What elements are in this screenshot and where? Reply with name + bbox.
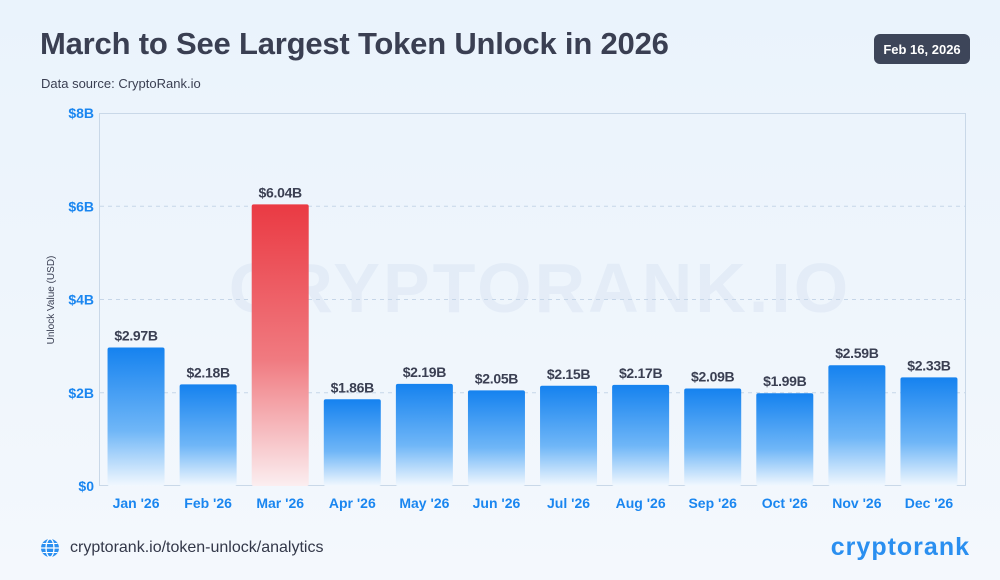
bar [395, 383, 453, 486]
x-tick-label: Mar '26 [256, 495, 304, 511]
x-tick-label: Jan '26 [113, 495, 160, 511]
bar [107, 347, 165, 486]
data-label: $2.33B [907, 357, 951, 373]
gridlines [100, 205, 965, 394]
data-label: $2.19B [403, 364, 447, 380]
bar [684, 388, 742, 486]
data-source-label: Data source: CryptoRank.io [41, 76, 201, 91]
bar [179, 384, 237, 486]
bar [467, 390, 525, 486]
data-label: $2.15B [547, 366, 591, 382]
data-label: $1.99B [763, 373, 807, 389]
x-tick-label: Feb '26 [184, 495, 232, 511]
data-label: $2.09B [691, 369, 735, 385]
data-label: $2.05B [475, 370, 519, 386]
y-tick-label: $2B [68, 385, 94, 401]
bar [540, 385, 598, 486]
bar [756, 393, 814, 486]
data-label: $2.59B [835, 345, 879, 361]
bar [323, 399, 381, 486]
x-tick-label: Jun '26 [473, 495, 521, 511]
x-tick-label: Jul '26 [547, 495, 590, 511]
bar [900, 377, 958, 486]
bar [828, 365, 886, 486]
data-label: $6.04B [259, 184, 303, 200]
x-tick-label: Sep '26 [688, 495, 737, 511]
y-tick-label: $4B [68, 292, 94, 308]
x-tick-label: Apr '26 [329, 495, 376, 511]
chart-title: March to See Largest Token Unlock in 202… [40, 26, 669, 61]
plot-area [99, 113, 966, 486]
data-labels: $2.97B $2.18B $6.04B $1.86B $2.19B $2.05B $2.1… [114, 184, 951, 395]
footer-link-text[interactable]: cryptorank.io/token-unlock/analytics [70, 539, 324, 556]
x-tick-label: May '26 [399, 495, 449, 511]
x-axis-ticks: Jan '26 Feb '26 Mar '26 Apr '26 May '26 Jun '… [113, 495, 954, 511]
bar [612, 384, 670, 486]
x-tick-label: Aug '26 [616, 495, 666, 511]
data-label: $2.97B [114, 328, 158, 344]
bar [251, 204, 309, 486]
y-tick-label: $6B [68, 198, 94, 214]
y-axis-ticks: $0 $2B $4B $6B $8B [68, 105, 94, 494]
x-tick-label: Nov '26 [832, 495, 881, 511]
x-tick-label: Oct '26 [762, 495, 808, 511]
data-label: $1.86B [331, 379, 375, 395]
x-tick-label: Dec '26 [905, 495, 954, 511]
date-badge: Feb 16, 2026 [874, 34, 970, 64]
y-axis-label: Unlock Value (USD) [46, 256, 57, 345]
data-label: $2.18B [186, 364, 230, 380]
y-tick-label: $8B [68, 105, 94, 121]
data-label: $2.17B [619, 365, 663, 381]
brand-logo: cryptorank [830, 533, 970, 561]
globe-icon [40, 538, 60, 558]
bars [107, 204, 958, 486]
footer-link[interactable]: cryptorank.io/token-unlock/analytics [40, 538, 323, 558]
y-tick-label: $0 [78, 478, 94, 494]
